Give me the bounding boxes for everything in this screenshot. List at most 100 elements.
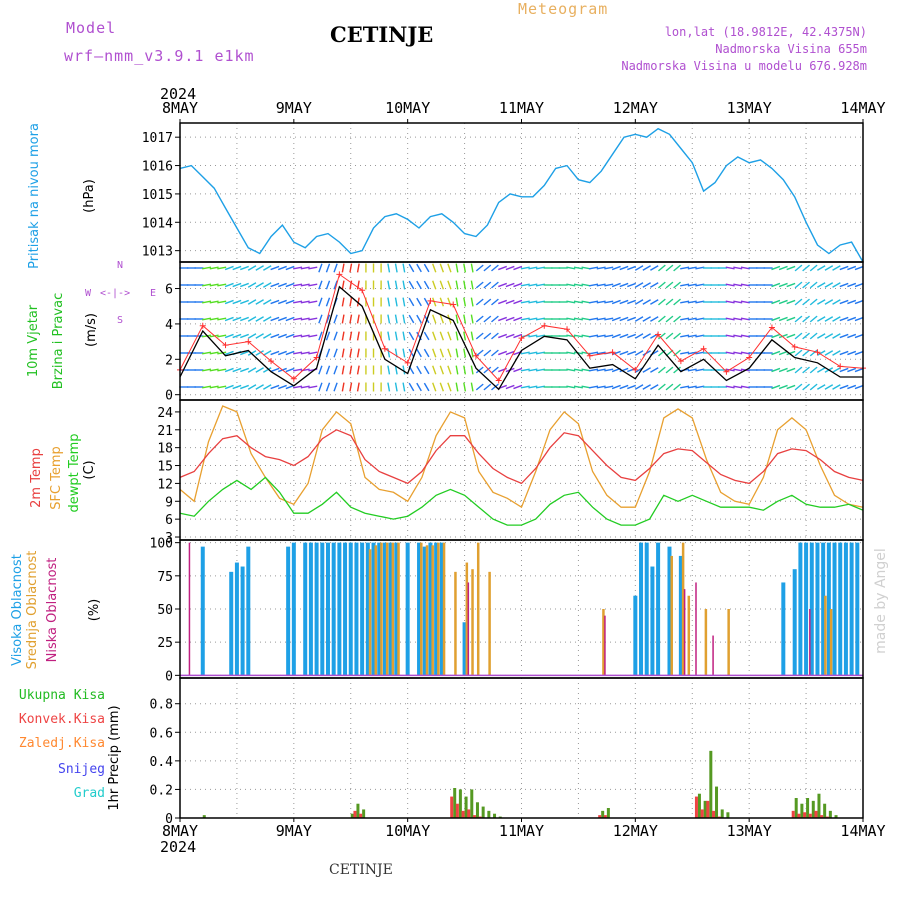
wind-arrow [596, 317, 606, 321]
wind-arrow [325, 297, 331, 307]
precip-bar-conv [598, 815, 602, 818]
wind-arrow [240, 333, 249, 339]
cloud-bar-high [382, 542, 387, 676]
compass-s: S [117, 315, 124, 326]
wind-arrow [255, 282, 264, 288]
wind-arrow [402, 348, 406, 358]
wind-arrow [665, 281, 674, 289]
wind-arrow [634, 265, 644, 271]
wind-arrow [318, 382, 323, 392]
wind-arrow [270, 265, 280, 271]
cloud-bar-mid [465, 562, 469, 676]
wind-arrow [432, 314, 437, 324]
x-tick-label-top: 11MAY [499, 99, 544, 117]
wind-arrow [470, 314, 474, 324]
wind-arrow [293, 385, 303, 389]
wind-arrow [589, 317, 599, 321]
y-tick-label: 1016 [142, 160, 173, 175]
x-tick-label-top: 10MAY [385, 99, 430, 117]
wind-arrow [255, 316, 264, 322]
cloud-bar-high [314, 542, 319, 676]
wind-arrow [349, 297, 353, 307]
wind-arrow [627, 265, 637, 271]
wind-arrow [202, 283, 212, 287]
wind-arrow [725, 385, 735, 389]
wind-arrow [695, 283, 705, 287]
temp-2m-line [179, 429, 864, 485]
wind-arrow [308, 334, 318, 338]
precip-bar-conv [353, 810, 357, 818]
wind-arrow [333, 331, 338, 341]
wind-arrow [528, 283, 538, 287]
wind-arrow [619, 350, 629, 356]
wind-arrow [854, 282, 864, 288]
wind-arrow [423, 297, 430, 307]
wind-arrow [740, 351, 750, 355]
y-tick-label: 0.6 [150, 726, 173, 741]
wind-arrow [680, 334, 690, 338]
wind-arrow [589, 351, 599, 355]
y-tick-label: 0 [165, 389, 173, 404]
wind-arrow [847, 299, 857, 305]
wind-arrow [809, 366, 818, 374]
wind-arrow [642, 333, 651, 339]
wind-arrow [528, 385, 538, 389]
wind-arrow [300, 300, 310, 304]
wind-arrow [657, 298, 666, 306]
wind-arrow [402, 280, 406, 290]
wind-arrow [394, 314, 398, 324]
wind-arrow [356, 263, 360, 273]
wind-arrow [470, 331, 474, 341]
wind-arrow [589, 334, 599, 338]
wind-arrow [687, 385, 697, 389]
wind-arrow [794, 349, 803, 357]
wind-gust-marker [814, 349, 821, 356]
cloud-bar-high [809, 542, 814, 676]
wind-arrow [447, 365, 452, 375]
wind-arrow [270, 350, 280, 356]
wind-arrow [232, 299, 242, 305]
wind-arrow [349, 365, 353, 375]
y-tick-label: 9 [165, 495, 173, 510]
year-bottom: 2024 [160, 838, 197, 856]
meteogram-label: Meteogram [518, 0, 609, 18]
wind-arrow [349, 331, 353, 341]
wind-arrow [408, 263, 415, 273]
wind-arrow [604, 300, 614, 304]
wind-arrow [333, 280, 338, 290]
precip-bar-conv [455, 803, 459, 818]
wind-arrow [650, 282, 659, 288]
wind-arrow [657, 264, 666, 272]
wind-arrow [650, 265, 659, 271]
wind-arrow [341, 365, 345, 375]
wind-arrow [513, 282, 523, 288]
wind-arrow [581, 385, 591, 389]
cloud-bar-high [348, 542, 353, 676]
wind-arrow [247, 265, 257, 271]
wind-arrow [277, 333, 287, 339]
wind-arrow [665, 383, 674, 391]
wind-arrow [854, 316, 864, 322]
wind-arrow [839, 282, 849, 288]
wind-arrow [255, 367, 264, 373]
wind-arrow [217, 368, 227, 372]
wind-arrow [854, 299, 864, 305]
cloud-bar-high [303, 542, 308, 676]
wind-arrow [589, 385, 599, 389]
wind-arrow [308, 351, 318, 355]
cloud-bar-high [434, 542, 439, 676]
wind-gust-marker [541, 322, 548, 329]
wind-arrow [394, 331, 398, 341]
wind-arrow [483, 281, 492, 289]
wind-gust-marker [768, 324, 775, 331]
wind-arrow [202, 300, 212, 304]
wind-arrow [832, 367, 841, 373]
wind-arrow [217, 351, 227, 355]
wind-arrow [491, 383, 499, 391]
wind-arrow [293, 368, 303, 372]
wind-arrow [270, 282, 280, 288]
precip-bar-conv [694, 796, 698, 818]
wind-arrow [794, 281, 803, 289]
wind-arrow [778, 282, 788, 288]
wind-arrow [202, 317, 212, 321]
